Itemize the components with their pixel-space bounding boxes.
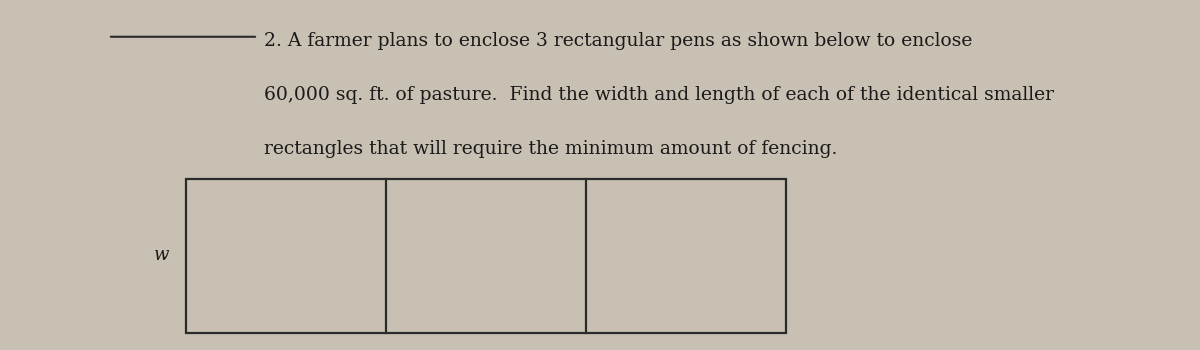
Text: w: w [155,246,169,265]
Text: rectangles that will require the minimum amount of fencing.: rectangles that will require the minimum… [264,140,838,158]
Text: 60,000 sq. ft. of pasture.  Find the width and length of each of the identical s: 60,000 sq. ft. of pasture. Find the widt… [264,86,1054,104]
Bar [186,178,786,332]
Text: 2. A farmer plans to enclose 3 rectangular pens as shown below to enclose: 2. A farmer plans to enclose 3 rectangul… [264,32,972,49]
